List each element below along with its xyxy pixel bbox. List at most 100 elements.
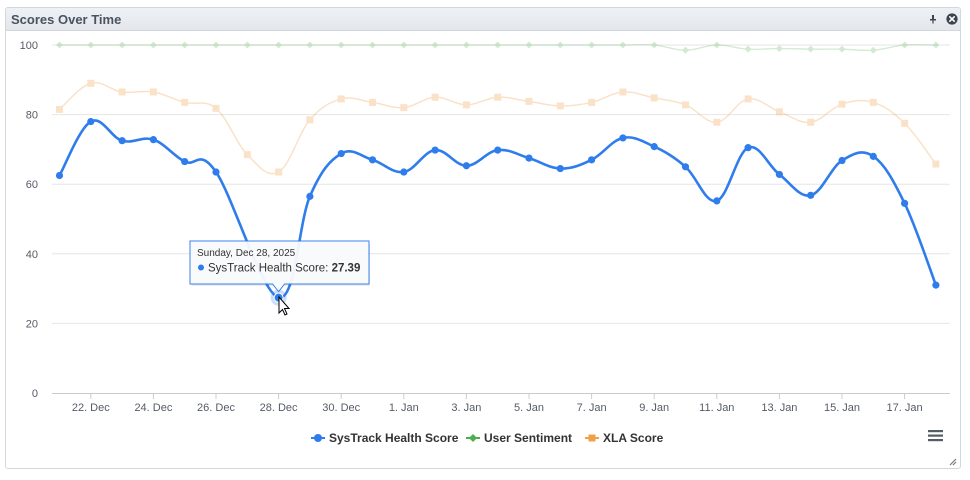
systrack-point[interactable] <box>619 134 627 142</box>
user-sentiment-point[interactable] <box>932 41 940 49</box>
user-sentiment-point[interactable] <box>556 41 564 49</box>
x-tick-label: 15. Jan <box>824 402 860 414</box>
xla-score-point[interactable] <box>494 93 502 101</box>
legend-label[interactable]: XLA Score <box>603 431 664 445</box>
xla-score-point[interactable] <box>901 119 909 127</box>
user-sentiment-point[interactable] <box>619 41 627 49</box>
systrack-point[interactable] <box>118 137 126 145</box>
user-sentiment-point[interactable] <box>87 41 95 49</box>
systrack-point[interactable] <box>525 154 533 162</box>
systrack-point[interactable] <box>650 143 658 151</box>
user-sentiment-point[interactable] <box>650 41 658 49</box>
pin-icon[interactable] <box>926 12 939 25</box>
xla-score-point[interactable] <box>369 98 376 106</box>
systrack-point[interactable] <box>588 156 596 164</box>
xla-score-point[interactable] <box>306 116 314 124</box>
chart-menu-icon[interactable] <box>928 430 943 442</box>
user-sentiment-point[interactable] <box>212 41 220 49</box>
user-sentiment-point[interactable] <box>181 41 189 49</box>
xla-score-point[interactable] <box>337 95 345 103</box>
legend-item[interactable]: SysTrack Health Score <box>311 431 459 445</box>
user-sentiment-point[interactable] <box>869 46 877 54</box>
xla-score-point[interactable] <box>462 101 470 109</box>
systrack-point[interactable] <box>681 163 690 171</box>
user-sentiment-point[interactable] <box>306 41 314 49</box>
xla-score-point[interactable] <box>212 104 220 112</box>
user-sentiment-point[interactable] <box>149 41 157 49</box>
systrack-point[interactable] <box>462 162 470 170</box>
systrack-point[interactable] <box>932 281 940 289</box>
user-sentiment-point[interactable] <box>838 45 846 53</box>
systrack-point[interactable] <box>713 197 721 205</box>
x-tick-label: 5. Jan <box>514 402 544 414</box>
systrack-point[interactable] <box>400 168 408 176</box>
user-sentiment-point[interactable] <box>243 41 251 49</box>
xla-score-point[interactable] <box>838 100 846 108</box>
user-sentiment-point[interactable] <box>56 41 63 49</box>
user-sentiment-point[interactable] <box>682 46 689 54</box>
user-sentiment-point[interactable] <box>431 41 439 49</box>
systrack-point[interactable] <box>838 156 846 165</box>
systrack-point[interactable] <box>87 117 95 126</box>
user-sentiment-line <box>59 43 936 52</box>
xla-score-point[interactable] <box>775 108 783 116</box>
legend-item[interactable]: User Sentiment <box>466 431 572 445</box>
xla-score-point[interactable] <box>243 151 251 159</box>
xla-score-point[interactable] <box>525 97 533 105</box>
legend-label[interactable]: SysTrack Health Score <box>329 431 459 445</box>
xla-score-point[interactable] <box>744 95 752 103</box>
systrack-point[interactable] <box>368 156 377 164</box>
user-sentiment-point[interactable] <box>462 41 470 49</box>
xla-score-point[interactable] <box>87 79 95 87</box>
user-sentiment-point[interactable] <box>400 41 408 49</box>
user-sentiment-point[interactable] <box>337 41 345 49</box>
y-tick-label: 60 <box>26 179 38 191</box>
legend-label[interactable]: User Sentiment <box>484 431 572 445</box>
xla-score-point[interactable] <box>682 101 689 109</box>
user-sentiment-point[interactable] <box>744 45 752 53</box>
xla-score-point[interactable] <box>149 88 157 96</box>
systrack-point[interactable] <box>306 192 314 200</box>
user-sentiment-point[interactable] <box>588 41 596 49</box>
user-sentiment-point[interactable] <box>901 41 909 49</box>
legend-marker <box>588 434 596 442</box>
user-sentiment-point[interactable] <box>275 41 283 49</box>
systrack-point[interactable] <box>55 171 64 180</box>
user-sentiment-point[interactable] <box>713 41 721 49</box>
legend-item[interactable]: XLA Score <box>585 431 664 445</box>
xla-score-point[interactable] <box>713 118 721 126</box>
xla-score-point[interactable] <box>869 98 877 106</box>
xla-score-point[interactable] <box>400 104 408 112</box>
user-sentiment-point[interactable] <box>525 41 533 49</box>
systrack-point[interactable] <box>556 164 564 173</box>
xla-score-point[interactable] <box>56 105 63 113</box>
xla-score-point[interactable] <box>181 98 189 106</box>
xla-score-point[interactable] <box>619 88 627 96</box>
close-icon[interactable] <box>945 12 958 25</box>
user-sentiment-point[interactable] <box>775 44 783 52</box>
user-sentiment-point[interactable] <box>369 41 376 49</box>
user-sentiment-point[interactable] <box>118 41 126 49</box>
xla-score-point[interactable] <box>650 94 658 102</box>
user-sentiment-point[interactable] <box>807 45 815 53</box>
xla-score-point[interactable] <box>556 102 564 110</box>
xla-score-point[interactable] <box>588 98 596 106</box>
systrack-point[interactable] <box>212 168 220 176</box>
xla-score-point[interactable] <box>932 160 940 168</box>
systrack-point[interactable] <box>494 146 502 154</box>
systrack-point[interactable] <box>431 146 439 154</box>
user-sentiment-point[interactable] <box>494 41 502 49</box>
systrack-point[interactable] <box>775 170 784 179</box>
xla-score-point[interactable] <box>275 168 283 176</box>
xla-score-point[interactable] <box>807 118 815 126</box>
xla-score-point[interactable] <box>431 93 439 101</box>
systrack-point[interactable] <box>901 199 909 207</box>
resize-handle-icon[interactable] <box>949 458 957 466</box>
systrack-point[interactable] <box>807 191 815 199</box>
systrack-point[interactable] <box>337 149 345 158</box>
systrack-point[interactable] <box>149 136 157 144</box>
systrack-point[interactable] <box>744 144 752 152</box>
systrack-point[interactable] <box>181 157 189 166</box>
xla-score-point[interactable] <box>118 88 126 96</box>
systrack-point[interactable] <box>869 152 877 160</box>
